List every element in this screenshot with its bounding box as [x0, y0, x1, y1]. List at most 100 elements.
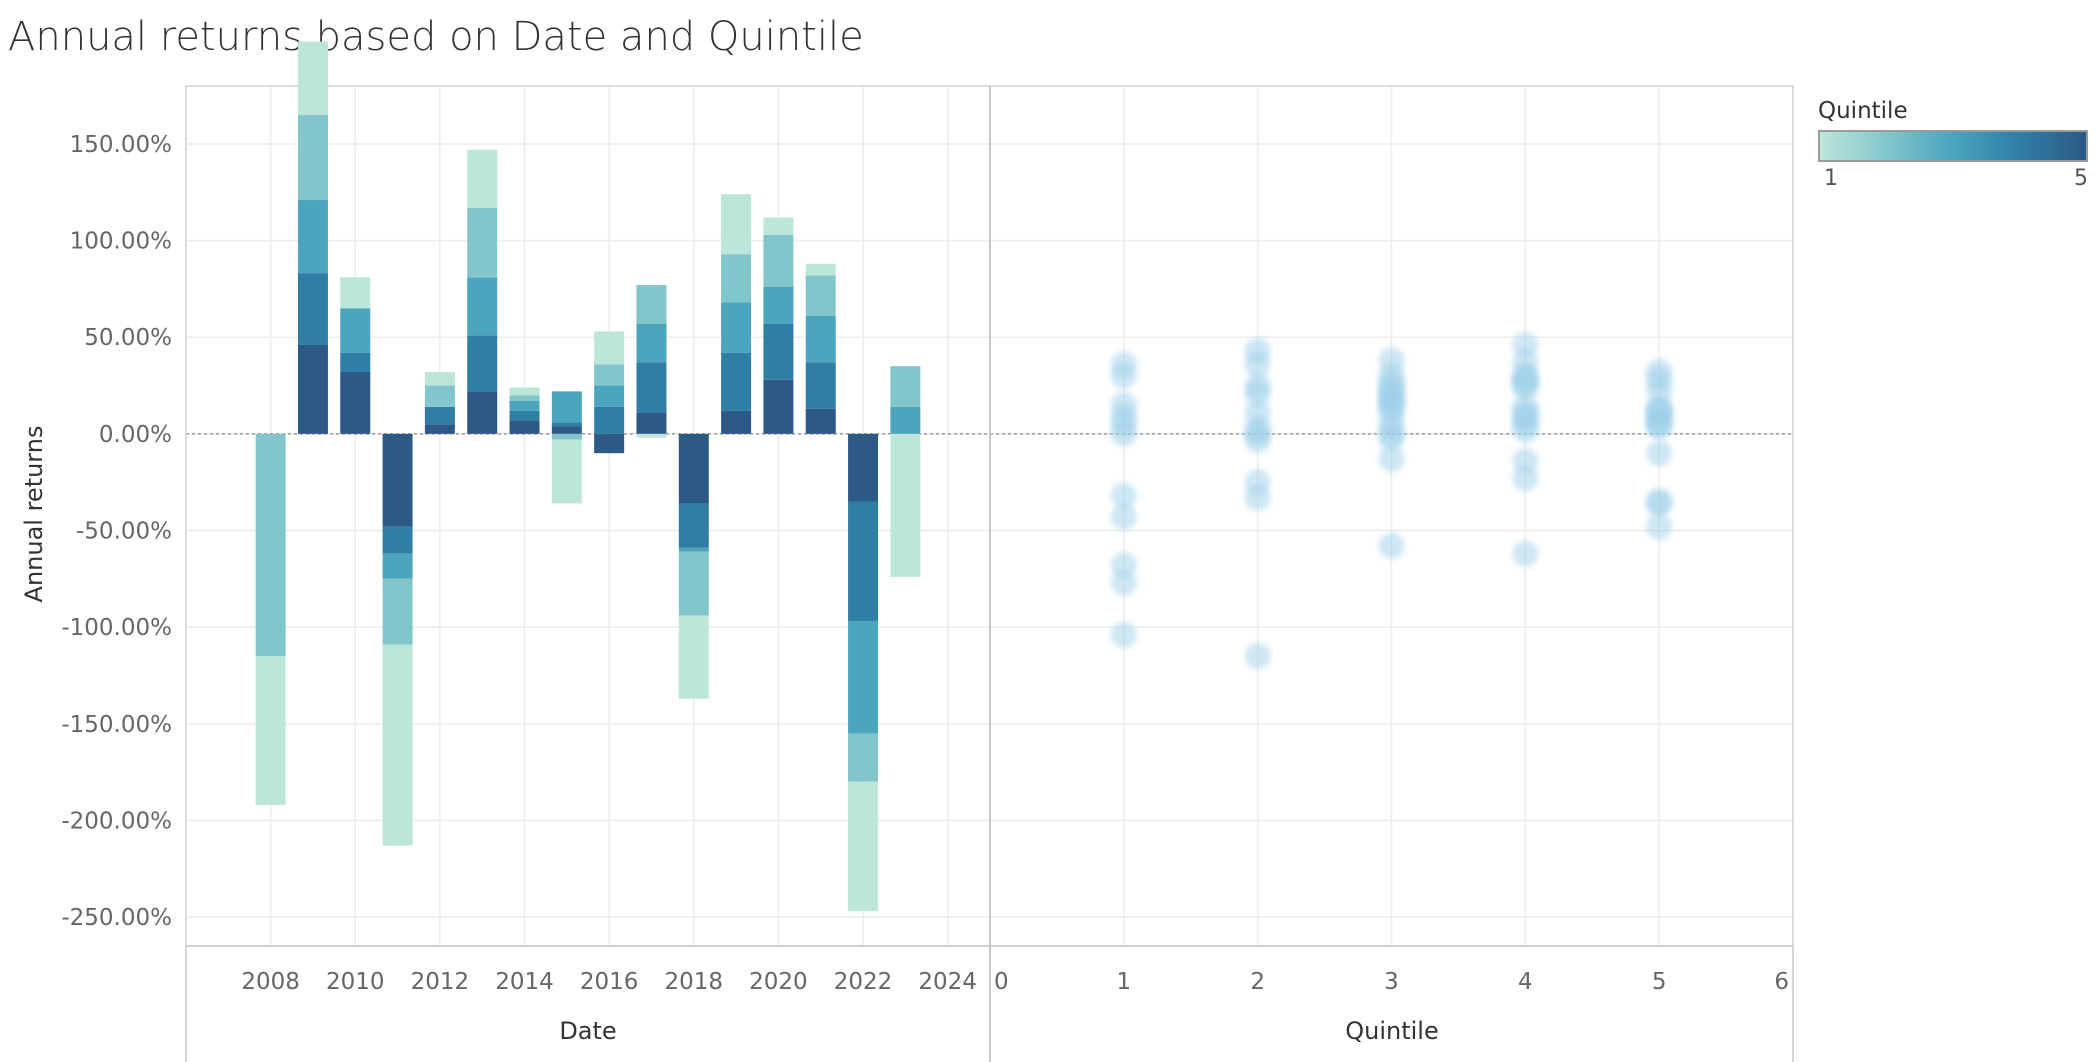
x-tick-label-quintile: 4 — [1518, 969, 1533, 995]
bar-segment-2014-q5 — [509, 420, 540, 434]
stacked-bar-series — [255, 41, 921, 912]
bar-segment-2017-q2 — [636, 285, 667, 324]
x-tick-label-date: 2016 — [580, 969, 639, 995]
legend-max-label: 5 — [2074, 166, 2088, 191]
bar-segment-2019-q1 — [721, 194, 752, 255]
color-legend: Quintile 1 5 — [1818, 98, 2090, 196]
bar-segment-2010-q3 — [340, 308, 371, 353]
bar-segment-2009-q4 — [297, 273, 328, 345]
x-tick-label-date: 2020 — [749, 969, 808, 995]
y-axis-title: Annual returns — [20, 426, 48, 603]
bar-segment-2009-q5 — [297, 344, 328, 434]
bar-segment-2010-q5 — [340, 372, 371, 434]
x-tick-label-date: 2010 — [326, 969, 385, 995]
bar-segment-2021-q4 — [805, 362, 836, 409]
bar-segment-2017-q3 — [636, 323, 667, 363]
bar-segment-2013-q4 — [467, 335, 498, 392]
bar-segment-2022-q3 — [848, 621, 879, 734]
bar-segment-2019-q5 — [721, 410, 752, 434]
scatter-point — [1378, 532, 1405, 559]
bar-segment-2011-q5 — [382, 433, 413, 527]
bar-segment-2009-q2 — [297, 114, 328, 201]
bar-segment-2011-q1 — [382, 644, 413, 846]
bar-segment-2018-q5 — [678, 433, 709, 504]
bar-segment-2020-q5 — [763, 379, 794, 434]
scatter-point — [1646, 440, 1673, 467]
scatter-point — [1512, 465, 1539, 492]
bar-segment-2009-q1 — [297, 41, 328, 115]
bar-segment-2015-q4 — [551, 422, 582, 427]
x-tick-label-quintile: 2 — [1250, 969, 1265, 995]
scatter-point — [1244, 484, 1271, 511]
bar-segment-2017-q5 — [636, 412, 667, 434]
scatter-point — [1110, 503, 1137, 530]
bar-segment-2014-q1 — [509, 387, 540, 396]
bar-segment-2022-q2 — [848, 733, 879, 782]
bar-segment-2017-q1 — [636, 433, 667, 438]
x-tick-label-quintile: 3 — [1384, 969, 1399, 995]
scatter-point — [1512, 417, 1539, 443]
bar-segment-2015-q2 — [551, 433, 582, 440]
chart-title: Annual returns based on Date and Quintil… — [8, 14, 864, 60]
x-axis-title-quintile: Quintile — [1345, 1017, 1439, 1045]
bar-segment-2021-q5 — [805, 408, 836, 434]
bar-segment-2008-q1 — [255, 656, 286, 805]
scatter-point — [1244, 426, 1271, 453]
bar-segment-2019-q2 — [721, 254, 752, 303]
bar-segment-2016-q3 — [594, 385, 625, 407]
bar-segment-2020-q4 — [763, 323, 794, 380]
scatter-point — [1378, 445, 1405, 472]
bar-segment-2018-q4 — [678, 503, 709, 548]
scatter-point — [1378, 424, 1405, 451]
bar-segment-2011-q3 — [382, 553, 413, 579]
scatter-point — [1244, 380, 1271, 407]
scatter-point — [1244, 643, 1271, 670]
bar-segment-2015-q3 — [551, 391, 582, 423]
legend-gradient — [1818, 130, 2088, 162]
bar-segment-2023-q3 — [890, 406, 921, 434]
bar-segment-2022-q1 — [848, 781, 879, 912]
x-tick-label-date: 2018 — [665, 969, 724, 995]
y-tick-label: 100.00% — [70, 229, 172, 255]
bar-segment-2013-q1 — [467, 149, 498, 208]
bar-segment-2015-q5 — [551, 426, 582, 434]
scatter-point — [1244, 351, 1271, 378]
bar-segment-2016-q5 — [594, 433, 625, 454]
y-tick-label: -200.00% — [61, 808, 172, 834]
scatter-point — [1110, 569, 1137, 596]
x-tick-label-date: 2012 — [411, 969, 470, 995]
y-tick-label: -150.00% — [61, 712, 172, 738]
legend-min-label: 1 — [1824, 166, 1838, 191]
bar-segment-2023-q2 — [890, 366, 921, 407]
bar-segment-2011-q4 — [382, 526, 413, 554]
scatter-series — [1110, 331, 1673, 670]
bar-segment-2008-q2 — [255, 433, 286, 657]
x-tick-label-date: 2024 — [918, 969, 977, 995]
y-tick-label: 150.00% — [70, 132, 172, 158]
bar-segment-2016-q1 — [594, 331, 625, 365]
bar-segment-2021-q3 — [805, 315, 836, 363]
bar-segment-2015-q1 — [551, 439, 582, 504]
y-tick-label: -250.00% — [61, 905, 172, 931]
bar-segment-2013-q5 — [467, 391, 498, 434]
scatter-point — [1646, 490, 1673, 517]
x-tick-label-date: 2014 — [495, 969, 554, 995]
bar-segment-2017-q4 — [636, 362, 667, 413]
bar-segment-2010-q1 — [340, 277, 371, 309]
scatter-point — [1646, 513, 1673, 540]
scatter-point — [1646, 413, 1673, 440]
bar-segment-2012-q4 — [424, 406, 455, 425]
plot-frame — [185, 85, 1794, 1062]
y-tick-label: -100.00% — [61, 615, 172, 641]
bar-segment-2022-q5 — [848, 433, 879, 502]
legend-title: Quintile — [1818, 98, 1908, 124]
scatter-point — [1110, 420, 1137, 447]
x-axis-title-date: Date — [559, 1017, 616, 1045]
x-tick-label-date: 2022 — [834, 969, 893, 995]
bar-segment-2009-q3 — [297, 200, 328, 274]
scatter-point — [1512, 374, 1539, 401]
x-tick-label-quintile: 0 — [994, 969, 1009, 995]
x-tick-label-quintile: 5 — [1652, 969, 1667, 995]
x-tick-label-quintile: 6 — [1774, 969, 1789, 995]
